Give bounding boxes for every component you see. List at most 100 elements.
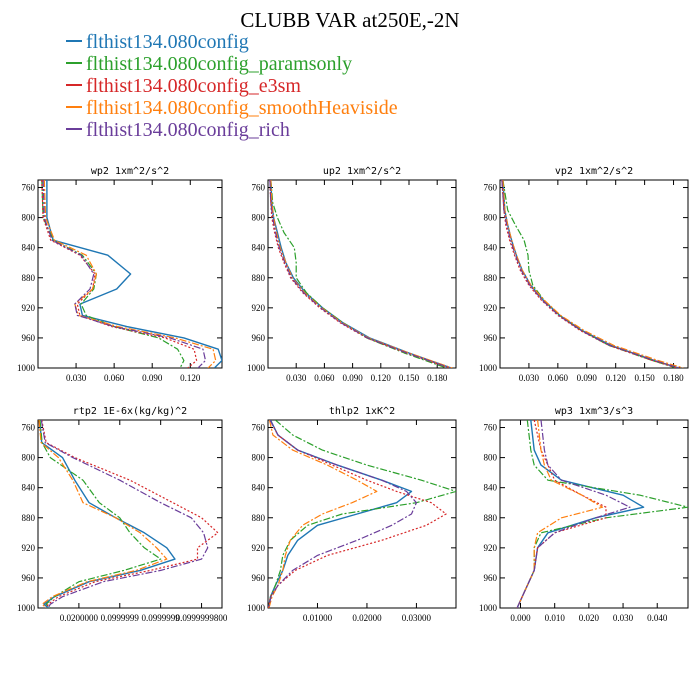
y-tick-label: 920 <box>484 543 498 553</box>
series-line-2 <box>270 180 447 368</box>
legend-label-2: flthist134.080config_paramsonly <box>86 53 353 75</box>
x-tick-label: 0.02000 <box>352 613 382 623</box>
x-tick-label: 0.060 <box>104 373 125 383</box>
panel-title: thlp2 1xK^2 <box>329 406 395 417</box>
x-tick-label: 0.120 <box>180 373 201 383</box>
x-tick-label: 0.040 <box>647 613 668 623</box>
legend-swatch-5 <box>66 128 82 131</box>
series-line-4 <box>516 420 604 608</box>
y-tick-label: 840 <box>22 483 36 493</box>
x-tick-label: 0.060 <box>314 373 335 383</box>
panel-title: up2 1xm^2/s^2 <box>323 166 401 177</box>
y-tick-label: 800 <box>252 213 266 223</box>
y-tick-label: 800 <box>252 453 266 463</box>
x-tick-label: 0.020 <box>579 613 600 623</box>
y-tick-label: 1000 <box>479 363 498 373</box>
panel-1: wp2 1xm^2/s^2 760 800 840 880 920 960 1000 0.030… <box>17 166 223 383</box>
x-tick-label: 0.090 <box>142 373 163 383</box>
y-tick-label: 960 <box>252 573 266 583</box>
y-tick-label: 880 <box>22 513 36 523</box>
legend-swatch-3 <box>66 84 82 87</box>
series-line-4 <box>38 420 168 608</box>
y-tick-label: 1000 <box>17 363 36 373</box>
series-line-5 <box>40 420 209 608</box>
plot-frame <box>499 419 689 609</box>
y-tick-label: 840 <box>252 483 266 493</box>
y-tick-label: 1000 <box>479 603 498 613</box>
series-line-2 <box>41 180 185 368</box>
series-line-1 <box>46 180 222 368</box>
y-tick-label: 760 <box>252 183 266 193</box>
x-tick-label: 0.0999999 <box>101 613 140 623</box>
legend-item-1: flthist134.080config <box>66 31 398 53</box>
y-tick-label: 880 <box>22 273 36 283</box>
x-tick-label: 0.120 <box>371 373 392 383</box>
y-tick-label: 920 <box>22 303 36 313</box>
plot-frame <box>267 419 457 609</box>
plot-frame <box>37 419 223 609</box>
series-line-4 <box>270 180 453 368</box>
panel-2: up2 1xm^2/s^2 760 800 840 880 920 960 1000 0.030… <box>247 166 457 383</box>
x-tick-label: 0.03000 <box>402 613 432 623</box>
series-line-3 <box>41 420 219 608</box>
legend-item-4: flthist134.080config_smoothHeaviside <box>66 97 398 119</box>
legend-label-4: flthist134.080config_smoothHeaviside <box>86 97 398 119</box>
series-line-2 <box>502 180 677 368</box>
series-line-4 <box>502 180 684 368</box>
series-line-4 <box>268 420 378 608</box>
y-tick-label: 840 <box>252 243 266 253</box>
series-line-3 <box>41 180 198 368</box>
y-tick-label: 800 <box>22 453 36 463</box>
legend-label-5: flthist134.080config_rich <box>86 119 290 141</box>
panel-title: wp3 1xm^3/s^3 <box>555 406 633 417</box>
y-tick-label: 880 <box>484 273 498 283</box>
x-tick-label: 0.150 <box>399 373 420 383</box>
panel-5: thlp2 1xK^2 760 800 840 880 920 960 1000 0.01000… <box>247 406 457 623</box>
x-tick-label: 0.010 <box>545 613 566 623</box>
y-tick-label: 960 <box>484 573 498 583</box>
x-tick-label: 0.090 <box>577 373 598 383</box>
y-tick-label: 760 <box>22 423 36 433</box>
page-title: CLUBB VAR at250E,-2N <box>240 8 460 32</box>
legend-label-1: flthist134.080config <box>86 31 249 53</box>
series-line-3 <box>501 180 678 368</box>
y-tick-label: 960 <box>22 573 36 583</box>
legend-item-5: flthist134.080config_rich <box>66 119 398 141</box>
y-tick-label: 880 <box>252 273 266 283</box>
y-tick-label: 920 <box>252 543 266 553</box>
x-tick-label: 0.0999999 <box>142 613 181 623</box>
x-tick-label: 0.030 <box>613 613 634 623</box>
series-line-1 <box>270 180 452 368</box>
x-tick-label: 0.030 <box>66 373 87 383</box>
legend-label-3: flthist134.080config_e3sm <box>86 75 301 97</box>
panel-4: rtp2 1E-6x(kg/kg)^2 760 800 840 880 920 960 100… <box>17 406 228 623</box>
legend-swatch-1 <box>66 40 82 43</box>
panel-3: vp2 1xm^2/s^2 760 800 840 880 920 960 1000 0.030… <box>479 166 689 383</box>
legend-swatch-2 <box>66 62 82 65</box>
series-line-5 <box>268 420 417 608</box>
x-tick-label: 0.180 <box>663 373 684 383</box>
series-line-5 <box>516 420 631 608</box>
y-tick-label: 1000 <box>247 363 266 373</box>
y-tick-label: 920 <box>484 303 498 313</box>
legend-item-3: flthist134.080config_e3sm <box>66 75 398 97</box>
series-line-1 <box>516 420 645 608</box>
y-tick-label: 960 <box>484 333 498 343</box>
x-tick-label: 0.150 <box>634 373 655 383</box>
y-tick-label: 800 <box>484 453 498 463</box>
y-tick-label: 800 <box>22 213 36 223</box>
x-tick-label: 0.060 <box>548 373 569 383</box>
legend-item-2: flthist134.080config_paramsonly <box>66 53 398 75</box>
y-tick-label: 760 <box>484 183 498 193</box>
panel-title: vp2 1xm^2/s^2 <box>555 166 633 177</box>
y-tick-label: 800 <box>484 213 498 223</box>
y-tick-label: 880 <box>252 513 266 523</box>
y-tick-label: 840 <box>484 243 498 253</box>
panel-title: wp2 1xm^2/s^2 <box>91 166 169 177</box>
y-tick-label: 760 <box>252 423 266 433</box>
x-tick-label: 0.01000 <box>303 613 333 623</box>
x-tick-label: 0.0200000 <box>60 613 99 623</box>
y-tick-label: 920 <box>22 543 36 553</box>
x-tick-label: 0.090 <box>342 373 363 383</box>
